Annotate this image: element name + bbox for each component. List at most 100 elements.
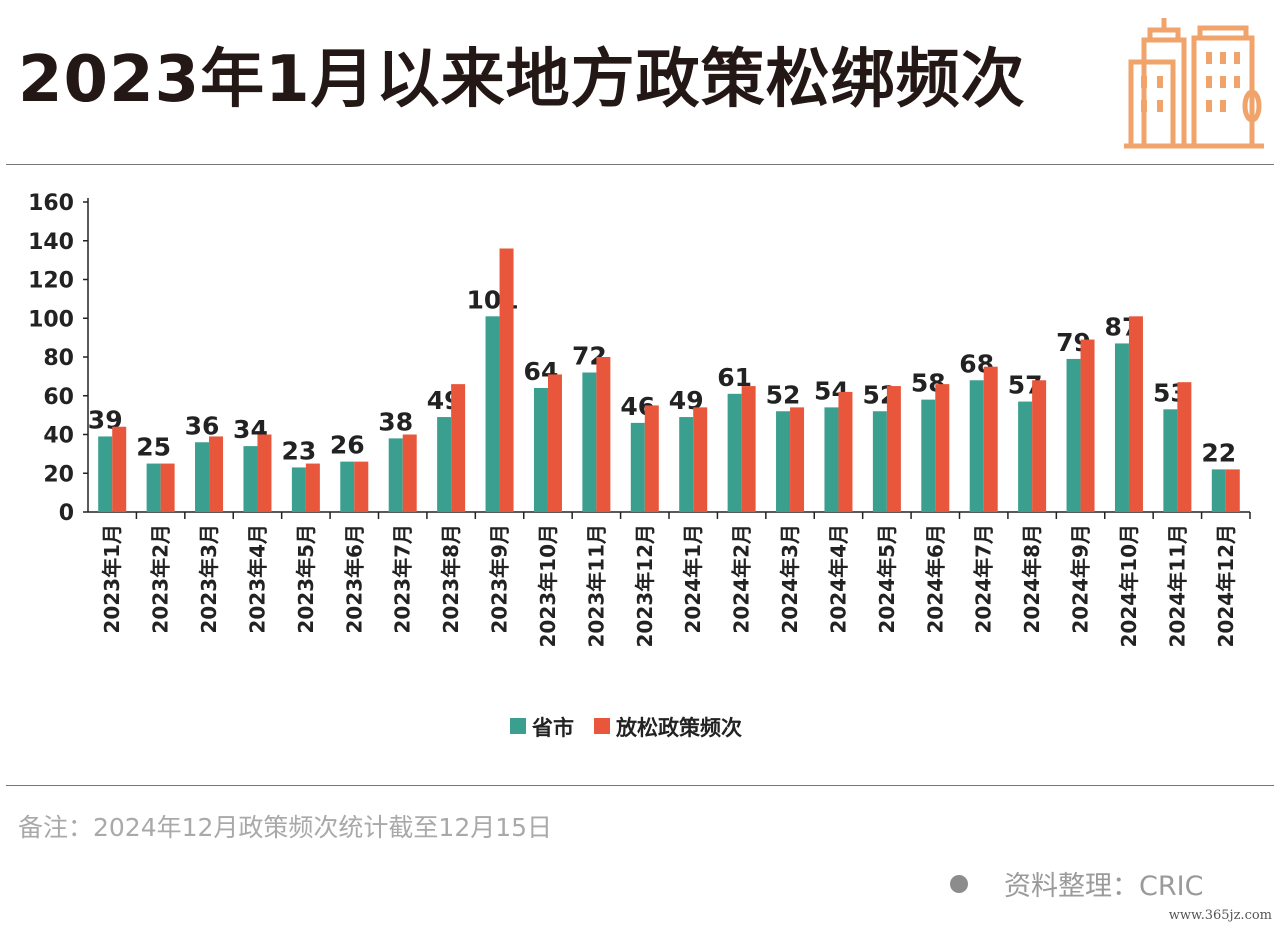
x-tick-label: 2023年1月 [100, 524, 124, 634]
legend-swatch [594, 718, 610, 734]
x-tick-label: 2024年5月 [875, 524, 899, 634]
x-tick-label: 2023年5月 [294, 524, 318, 634]
bar-province-city [1114, 343, 1129, 512]
x-tick-label: 2024年9月 [1069, 524, 1093, 634]
source-credit: 资料整理：CRIC [950, 864, 1203, 903]
bar-relaxation [354, 461, 369, 512]
bar-relaxation [644, 405, 659, 512]
bar-province-city [98, 436, 113, 512]
bar-relaxation [1177, 382, 1192, 512]
bar-relaxation [209, 436, 224, 512]
bar-relaxation [160, 463, 175, 512]
x-tick-label: 2024年3月 [778, 524, 802, 634]
y-tick-label: 0 [59, 501, 74, 526]
bar-province-city [679, 417, 694, 512]
legend-label: 放松政策频次 [615, 716, 742, 740]
data-label: 38 [378, 407, 413, 436]
bar-province-city [582, 372, 597, 512]
bar-province-city [243, 446, 258, 512]
buildings-icon [1124, 18, 1264, 149]
bar-relaxation [547, 374, 562, 512]
x-tick-label: 2023年7月 [391, 524, 415, 634]
x-tick-label: 2024年1月 [681, 524, 705, 634]
y-tick-label: 60 [43, 385, 74, 410]
bar-relaxation [1225, 469, 1240, 512]
bar-province-city [1018, 401, 1033, 512]
bar-relaxation [790, 407, 805, 512]
data-label: 23 [281, 436, 316, 465]
bar-province-city [437, 417, 452, 512]
y-tick-label: 80 [43, 346, 74, 371]
x-tick-label: 2023年6月 [342, 524, 366, 634]
bar-relaxation [741, 386, 756, 512]
y-tick-label: 20 [43, 462, 74, 487]
bar-relaxation [112, 426, 127, 512]
x-tick-label: 2023年10月 [536, 524, 560, 648]
y-tick-label: 100 [28, 307, 74, 332]
bar-province-city [1066, 358, 1081, 512]
bar-relaxation [1128, 316, 1143, 512]
bar-province-city [195, 442, 210, 512]
footer-divider [6, 785, 1274, 786]
bar-relaxation [983, 366, 998, 512]
bar-province-city [146, 463, 161, 512]
data-label: 26 [330, 431, 365, 460]
bullet-icon [950, 874, 968, 893]
bar-relaxation [257, 434, 272, 512]
x-tick-label: 2023年3月 [197, 524, 221, 634]
x-tick-label: 2023年8月 [439, 524, 463, 634]
bar-relaxation [402, 434, 417, 512]
bar-relaxation [1032, 380, 1047, 512]
x-tick-label: 2024年8月 [1020, 524, 1044, 634]
legend-swatch [510, 718, 526, 734]
bar-relaxation [838, 391, 853, 512]
y-tick-label: 140 [28, 230, 74, 255]
bar-province-city [340, 461, 355, 512]
bar-province-city [291, 467, 306, 512]
bar-relaxation [693, 407, 708, 512]
watermark: www.365jz.com [1168, 908, 1272, 923]
legend-label: 省市 [531, 716, 574, 740]
bar-relaxation [886, 386, 901, 512]
bar-province-city [727, 393, 742, 512]
x-tick-label: 2023年12月 [633, 524, 657, 648]
x-tick-label: 2024年10月 [1117, 524, 1141, 648]
bar-province-city [921, 399, 936, 512]
bar-relaxation [499, 248, 514, 512]
data-label: 22 [1201, 438, 1236, 467]
bar-province-city [824, 407, 839, 512]
data-label: 36 [185, 411, 220, 440]
x-tick-label: 2024年6月 [923, 524, 947, 634]
bar-relaxation [596, 357, 611, 512]
x-tick-label: 2023年11月 [584, 524, 608, 648]
x-tick-label: 2023年9月 [488, 524, 512, 634]
bar-province-city [776, 411, 791, 512]
bar-province-city [533, 388, 548, 512]
bar-chart: 020406080100120140160392023年1月252023年2月3… [28, 191, 1251, 740]
x-tick-label: 2024年11月 [1165, 524, 1189, 648]
bar-province-city [969, 380, 984, 512]
y-tick-label: 40 [43, 424, 74, 449]
bar-relaxation [935, 384, 950, 512]
page-title: 2023年1月以来地方政策松绑频次 [18, 43, 1026, 117]
bar-province-city [485, 316, 500, 512]
bar-province-city [872, 411, 887, 512]
bar-relaxation [1080, 339, 1095, 512]
y-tick-label: 160 [28, 191, 74, 216]
bar-relaxation [305, 463, 320, 512]
bar-province-city [388, 438, 403, 512]
source-text: 资料整理：CRIC [1004, 871, 1204, 902]
x-tick-label: 2024年7月 [972, 524, 996, 634]
x-tick-label: 2024年4月 [826, 524, 850, 634]
title-divider [6, 164, 1274, 165]
footnote: 备注：2024年12月政策频次统计截至12月15日 [18, 813, 553, 842]
data-label: 52 [766, 380, 801, 409]
bar-province-city [630, 422, 645, 512]
bar-province-city [1163, 409, 1178, 512]
x-tick-label: 2023年2月 [149, 524, 173, 634]
y-tick-label: 120 [28, 269, 74, 294]
x-tick-label: 2024年2月 [730, 524, 754, 634]
bar-relaxation [451, 384, 466, 512]
x-tick-label: 2023年4月 [245, 524, 269, 634]
x-tick-label: 2024年12月 [1214, 524, 1238, 648]
